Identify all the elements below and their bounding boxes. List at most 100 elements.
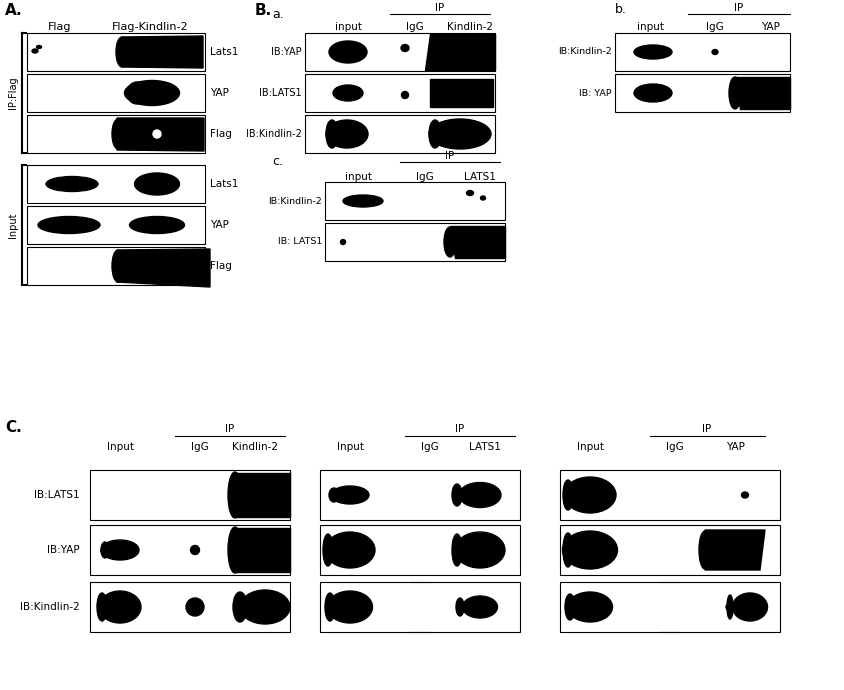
Text: LATS1: LATS1	[464, 172, 496, 182]
Ellipse shape	[325, 532, 375, 568]
Bar	[235, 528, 290, 572]
Ellipse shape	[727, 595, 733, 619]
Ellipse shape	[562, 531, 618, 569]
Polygon shape	[117, 249, 210, 287]
Bar	[27, 74, 205, 112]
Ellipse shape	[401, 44, 409, 52]
Bar	[235, 473, 290, 517]
Polygon shape	[705, 530, 765, 570]
Ellipse shape	[340, 239, 345, 244]
Ellipse shape	[326, 120, 338, 148]
Bar	[27, 165, 205, 203]
Text: IP: IP	[436, 3, 445, 13]
Ellipse shape	[455, 532, 505, 568]
Text: Input: Input	[337, 442, 364, 452]
Text: IP: IP	[702, 424, 711, 434]
Ellipse shape	[333, 85, 363, 101]
Bar	[560, 470, 780, 520]
Ellipse shape	[101, 540, 139, 560]
Ellipse shape	[480, 196, 485, 200]
Ellipse shape	[429, 119, 491, 149]
Text: b.: b.	[615, 3, 627, 16]
Text: Kindlin-2: Kindlin-2	[232, 442, 278, 452]
Polygon shape	[117, 118, 204, 151]
Text: IgG: IgG	[416, 172, 434, 182]
Text: IB:YAP: IB:YAP	[47, 545, 80, 555]
Ellipse shape	[325, 593, 335, 621]
Ellipse shape	[343, 195, 383, 207]
Polygon shape	[450, 226, 505, 258]
Polygon shape	[425, 34, 495, 70]
Bar	[325, 182, 505, 220]
Ellipse shape	[634, 84, 672, 102]
Bar	[90, 470, 290, 520]
Text: input: input	[636, 22, 663, 32]
Text: IgG: IgG	[406, 22, 424, 32]
Text: B.: B.	[255, 3, 273, 18]
Ellipse shape	[742, 492, 749, 498]
Text: IgG: IgG	[191, 442, 208, 452]
Text: input: input	[344, 172, 371, 182]
Ellipse shape	[467, 190, 473, 195]
Bar	[27, 247, 205, 285]
Ellipse shape	[463, 596, 497, 618]
Bar	[305, 115, 495, 153]
Ellipse shape	[326, 120, 368, 148]
Ellipse shape	[567, 592, 613, 622]
Text: YAP: YAP	[210, 220, 229, 230]
Ellipse shape	[459, 482, 501, 508]
Ellipse shape	[444, 227, 456, 257]
Bar	[320, 582, 520, 632]
Text: YAP: YAP	[210, 88, 229, 98]
Ellipse shape	[112, 119, 124, 149]
Ellipse shape	[452, 534, 462, 566]
Ellipse shape	[712, 50, 718, 55]
Text: IB:LATS1: IB:LATS1	[259, 88, 302, 98]
Bar	[560, 525, 780, 575]
Ellipse shape	[329, 41, 367, 63]
Text: IgG: IgG	[706, 22, 724, 32]
Ellipse shape	[53, 178, 65, 190]
Text: C.: C.	[5, 420, 22, 435]
Bar	[305, 74, 495, 112]
Text: IB:Kindlin-2: IB:Kindlin-2	[558, 48, 612, 57]
Text: IB:Kindlin-2: IB:Kindlin-2	[246, 129, 302, 139]
Polygon shape	[735, 77, 790, 109]
Ellipse shape	[186, 598, 204, 616]
Text: YAP: YAP	[760, 22, 780, 32]
Ellipse shape	[699, 531, 711, 569]
Ellipse shape	[456, 598, 464, 616]
Text: IB: YAP: IB: YAP	[579, 88, 612, 97]
Ellipse shape	[101, 542, 109, 558]
Bar	[90, 525, 290, 575]
Text: c.: c.	[272, 155, 283, 168]
Bar	[27, 115, 205, 153]
Text: IgG: IgG	[421, 442, 439, 452]
Text: a.: a.	[272, 8, 284, 21]
Text: Input: Input	[576, 442, 603, 452]
Polygon shape	[122, 36, 203, 68]
Text: Flag: Flag	[210, 261, 232, 271]
Text: Lats1: Lats1	[210, 47, 238, 57]
Ellipse shape	[634, 45, 672, 59]
Ellipse shape	[729, 77, 741, 109]
Ellipse shape	[452, 484, 462, 506]
Text: A.: A.	[5, 3, 23, 18]
Ellipse shape	[97, 593, 107, 621]
Bar	[305, 33, 495, 71]
Ellipse shape	[127, 82, 147, 104]
Ellipse shape	[125, 81, 180, 106]
Text: IB:Kindlin-2: IB:Kindlin-2	[20, 602, 80, 612]
Bar	[430, 79, 493, 107]
Ellipse shape	[38, 217, 100, 233]
Bar	[615, 33, 790, 71]
Ellipse shape	[233, 592, 247, 622]
Ellipse shape	[331, 486, 369, 504]
Ellipse shape	[240, 590, 290, 624]
Bar	[27, 33, 205, 71]
Text: IB:YAP: IB:YAP	[272, 47, 302, 57]
Text: Input: Input	[106, 442, 133, 452]
Ellipse shape	[79, 178, 91, 190]
Text: IP: IP	[446, 151, 455, 161]
Text: Kindlin-2: Kindlin-2	[447, 22, 493, 32]
